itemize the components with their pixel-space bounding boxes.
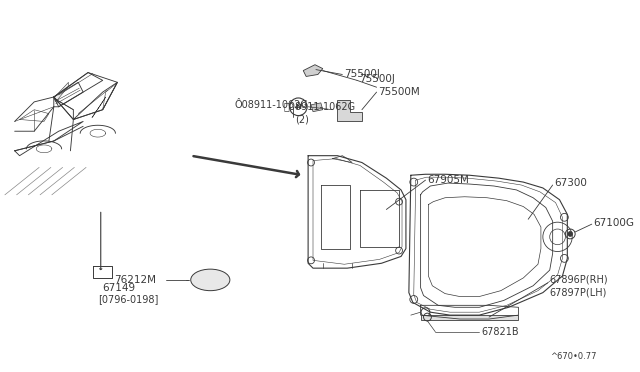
Text: Ô08911-1062G: Ô08911-1062G xyxy=(235,100,308,110)
Text: N: N xyxy=(296,104,301,110)
Polygon shape xyxy=(311,103,323,112)
Text: 67896P(RH): 67896P(RH) xyxy=(550,275,609,285)
Text: 75500M: 75500M xyxy=(378,87,420,97)
Text: 67897P(LH): 67897P(LH) xyxy=(550,288,607,298)
Text: 76212M: 76212M xyxy=(115,275,157,285)
Circle shape xyxy=(568,231,573,236)
Text: [0796-0198]: [0796-0198] xyxy=(98,295,158,304)
Text: ⓝ08911-1062G: ⓝ08911-1062G xyxy=(284,101,356,111)
Text: 67100G: 67100G xyxy=(594,218,635,228)
Text: 67821B: 67821B xyxy=(481,327,519,337)
Text: 67905M: 67905M xyxy=(428,175,469,185)
Polygon shape xyxy=(303,65,323,77)
Text: 67300: 67300 xyxy=(555,178,588,188)
Polygon shape xyxy=(54,82,68,102)
Text: 75500J: 75500J xyxy=(359,74,395,84)
Text: 75500J: 75500J xyxy=(344,68,380,78)
Polygon shape xyxy=(337,100,362,121)
Text: (2): (2) xyxy=(296,115,309,125)
Polygon shape xyxy=(420,315,518,320)
Ellipse shape xyxy=(191,269,230,291)
Text: 67149: 67149 xyxy=(102,283,136,293)
Text: ^670•0.77: ^670•0.77 xyxy=(550,352,596,361)
